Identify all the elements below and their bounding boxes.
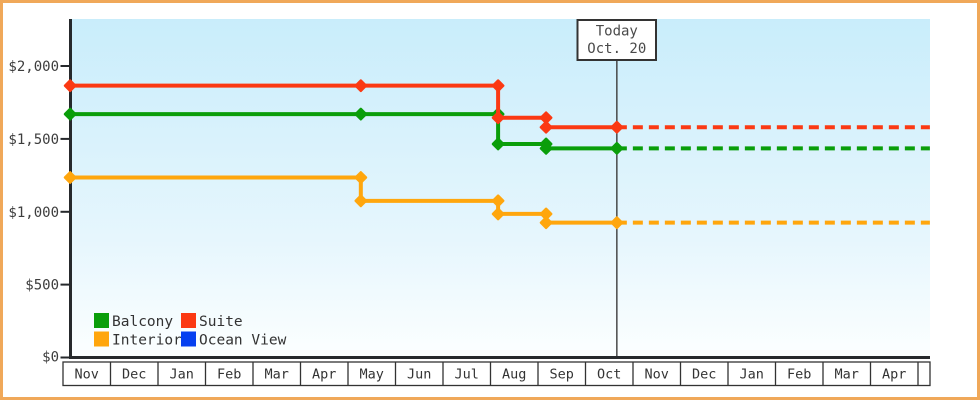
month-label: Feb — [217, 367, 241, 383]
legend-swatch-balcony — [94, 313, 109, 328]
data-point-interior — [539, 216, 553, 230]
legend: Balcony Suite Interior Ocean View — [94, 313, 287, 349]
y-tick-label: $2,000 — [8, 59, 59, 75]
y-tick-label: $500 — [25, 278, 59, 294]
legend-swatch-suite — [181, 313, 196, 328]
legend-label-balcony: Balcony — [112, 314, 173, 330]
month-label: Jan — [170, 367, 194, 383]
data-point-interior — [610, 216, 624, 230]
data-point-suite — [491, 111, 505, 125]
data-point-suite — [491, 79, 505, 93]
data-point-balcony — [354, 107, 368, 121]
month-label: Jan — [740, 367, 764, 383]
today-date-label: Oct. 20 — [587, 41, 646, 57]
month-label: Apr — [882, 367, 906, 383]
data-point-balcony — [63, 107, 77, 121]
today-label: Today — [596, 24, 638, 40]
data-point-suite — [354, 79, 368, 93]
data-point-interior — [63, 171, 77, 184]
month-label: Dec — [122, 367, 146, 383]
month-label: Sep — [550, 367, 574, 383]
plot-area — [70, 19, 930, 358]
data-point-balcony — [491, 137, 505, 151]
series-group — [63, 79, 930, 230]
today-box — [576, 19, 657, 61]
data-point-suite — [63, 79, 77, 93]
month-label: Aug — [502, 367, 526, 383]
price-history-chart: Nov Dec Jan Feb Mar Apr May Jun Jul Aug Sep Oct Nov D… — [8, 19, 931, 387]
legend-swatch-ocean-view — [181, 331, 196, 347]
month-label: Feb — [787, 367, 811, 383]
data-point-balcony — [610, 141, 624, 155]
legend-label-interior: Interior — [112, 333, 182, 349]
data-point-suite — [610, 120, 624, 134]
month-label: Jul — [455, 367, 479, 383]
axes — [69, 19, 930, 359]
legend-label-suite: Suite — [199, 314, 243, 330]
month-label: Nov — [645, 367, 669, 383]
y-axis: $0 $500 $1,000 $1,500 $2,000 — [8, 59, 69, 366]
data-point-balcony — [539, 141, 553, 155]
month-label: Oct — [597, 367, 621, 383]
data-point-interior — [354, 194, 368, 208]
month-label: Jun — [407, 367, 431, 383]
legend-label-ocean-view: Ocean View — [199, 333, 287, 349]
month-band — [62, 361, 931, 387]
month-axis-band: Nov Dec Jan Feb Mar Apr May Jun Jul Aug Sep Oct Nov D… — [62, 361, 931, 387]
legend-swatch-interior — [94, 331, 109, 347]
month-label: Nov — [75, 367, 99, 383]
y-tick-label: $1,500 — [8, 132, 59, 148]
data-point-interior — [491, 207, 505, 221]
month-label: Mar — [835, 367, 859, 383]
month-label: Dec — [692, 367, 716, 383]
data-point-interior — [491, 194, 505, 208]
today-callout: Today Oct. 20 — [576, 19, 657, 61]
y-tick-label: $1,000 — [8, 205, 59, 221]
month-label: May — [360, 367, 384, 383]
data-point-suite — [539, 120, 553, 134]
data-point-interior — [354, 171, 368, 184]
month-label: Apr — [312, 367, 336, 383]
month-label: Mar — [265, 367, 289, 383]
y-tick-label: $0 — [42, 350, 59, 366]
